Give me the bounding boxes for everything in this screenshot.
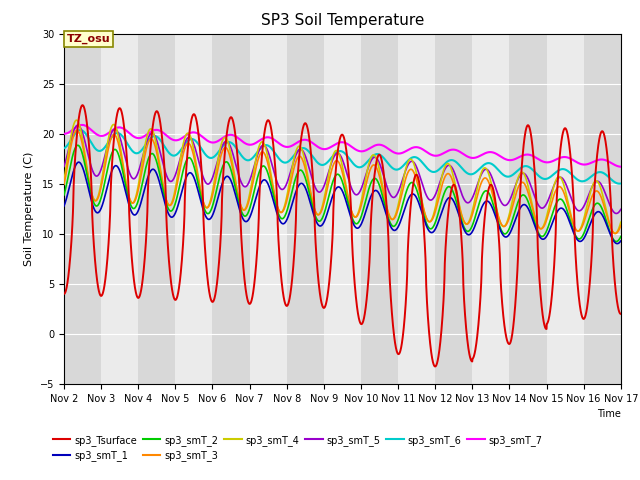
Bar: [175, 34, 212, 384]
Bar: [250, 34, 287, 384]
Bar: [101, 34, 138, 384]
Text: TZ_osu: TZ_osu: [67, 34, 111, 44]
Title: SP3 Soil Temperature: SP3 Soil Temperature: [260, 13, 424, 28]
Bar: [584, 34, 621, 384]
Bar: [64, 34, 101, 384]
Bar: [212, 34, 250, 384]
Bar: [138, 34, 175, 384]
Bar: [621, 34, 640, 384]
Bar: [287, 34, 324, 384]
Bar: [398, 34, 435, 384]
Bar: [324, 34, 361, 384]
Bar: [435, 34, 472, 384]
Text: Time: Time: [597, 408, 621, 419]
Bar: [472, 34, 509, 384]
Y-axis label: Soil Temperature (C): Soil Temperature (C): [24, 152, 35, 266]
Bar: [361, 34, 398, 384]
Bar: [547, 34, 584, 384]
Legend: sp3_Tsurface, sp3_smT_1, sp3_smT_2, sp3_smT_3, sp3_smT_4, sp3_smT_5, sp3_smT_6, : sp3_Tsurface, sp3_smT_1, sp3_smT_2, sp3_…: [49, 431, 547, 466]
Bar: [509, 34, 547, 384]
